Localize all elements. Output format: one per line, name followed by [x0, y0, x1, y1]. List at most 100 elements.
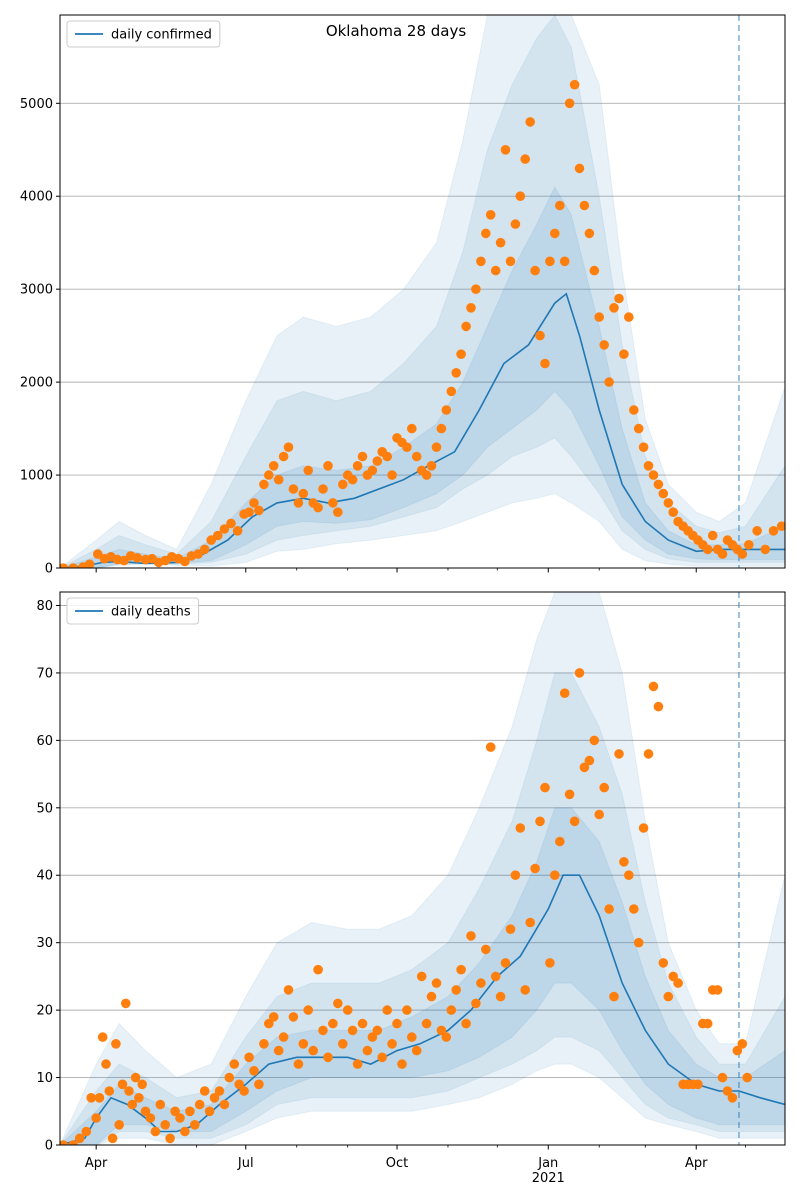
data-point	[226, 518, 236, 529]
data-point	[589, 735, 600, 746]
data-point	[60, 1140, 69, 1145]
data-point	[727, 1093, 738, 1103]
data-point	[658, 488, 669, 499]
data-point	[387, 1039, 397, 1049]
data-point	[288, 1012, 299, 1022]
data-point	[466, 303, 476, 313]
data-point	[273, 1045, 284, 1056]
data-point	[776, 521, 785, 531]
data-point	[367, 465, 378, 476]
data-point	[431, 978, 442, 988]
data-point	[313, 964, 323, 975]
data-point	[249, 1066, 259, 1076]
x-tick-label: Jul	[237, 1156, 254, 1171]
y-tick-label: 20	[36, 1004, 53, 1019]
data-point	[232, 526, 243, 536]
data-point	[545, 256, 555, 267]
data-point	[293, 498, 304, 508]
data-point	[624, 312, 634, 322]
data-point	[132, 553, 143, 563]
data-point	[244, 507, 254, 517]
data-point	[485, 210, 496, 220]
data-point	[372, 1025, 383, 1036]
data-point	[431, 442, 442, 453]
data-point	[540, 782, 550, 793]
data-point	[737, 1039, 748, 1049]
data-point	[648, 470, 659, 480]
data-point	[624, 870, 634, 880]
data-point	[500, 145, 511, 155]
data-point	[550, 228, 560, 239]
data-point	[234, 1079, 244, 1090]
data-point	[589, 265, 600, 276]
data-point	[219, 1099, 230, 1110]
data-point	[702, 544, 713, 555]
deaths-points	[60, 668, 752, 1145]
data-point	[744, 540, 754, 550]
inner-band	[60, 807, 785, 1145]
middle-band	[60, 15, 785, 568]
data-point	[145, 1113, 156, 1123]
data-point	[347, 474, 358, 485]
data-point	[564, 98, 575, 109]
data-point	[485, 742, 496, 752]
outer-band	[60, 15, 785, 568]
data-point	[476, 256, 486, 267]
data-point	[604, 904, 614, 914]
data-point	[190, 1120, 200, 1130]
data-point	[402, 442, 412, 453]
legend-box	[66, 20, 221, 48]
data-point	[357, 1018, 368, 1029]
data-point	[550, 870, 560, 880]
data-point	[293, 1059, 304, 1069]
data-point	[574, 668, 585, 678]
data-point	[446, 1005, 457, 1015]
legend-box	[66, 597, 200, 625]
data-point	[114, 1120, 124, 1130]
data-point	[436, 1025, 447, 1036]
data-point	[594, 809, 604, 820]
data-point	[609, 303, 619, 313]
data-point	[81, 1126, 92, 1137]
data-point	[663, 498, 674, 508]
y-tick-label: 60	[36, 734, 53, 749]
data-point	[209, 1093, 220, 1103]
data-point	[134, 1093, 144, 1103]
data-point	[194, 1099, 205, 1110]
data-point	[328, 498, 338, 508]
outer-band	[60, 592, 785, 1145]
data-point	[94, 1093, 105, 1103]
data-point	[673, 978, 683, 988]
data-point	[629, 405, 639, 415]
data-point	[421, 470, 432, 480]
data-point	[752, 526, 762, 536]
data-point	[619, 349, 629, 360]
axes-frame	[59, 591, 786, 1146]
data-point	[180, 556, 190, 567]
data-point	[273, 474, 284, 485]
x-tick-label: Jan	[537, 1156, 558, 1171]
data-point	[574, 163, 585, 174]
y-tick-label: 5000	[20, 97, 53, 112]
data-point	[155, 1099, 166, 1110]
data-point	[249, 498, 259, 508]
data-point	[702, 1018, 713, 1029]
data-point	[441, 1032, 452, 1042]
x-tick-label: Apr	[685, 1156, 708, 1171]
data-point	[451, 985, 462, 995]
data-point	[219, 524, 230, 534]
data-point	[407, 423, 417, 434]
data-point	[520, 985, 530, 995]
data-point	[268, 461, 279, 471]
data-point	[392, 1018, 402, 1029]
data-point	[569, 79, 580, 90]
data-point	[91, 1113, 101, 1123]
confirmed-axes: 0 1000 2000 3000 4000 5000	[20, 14, 786, 577]
data-point	[584, 755, 595, 766]
x-tick-label: Apr	[85, 1156, 108, 1171]
confirmed-grid	[60, 102, 785, 476]
data-point	[451, 368, 462, 378]
data-point	[318, 1025, 328, 1036]
data-point	[259, 1039, 269, 1049]
